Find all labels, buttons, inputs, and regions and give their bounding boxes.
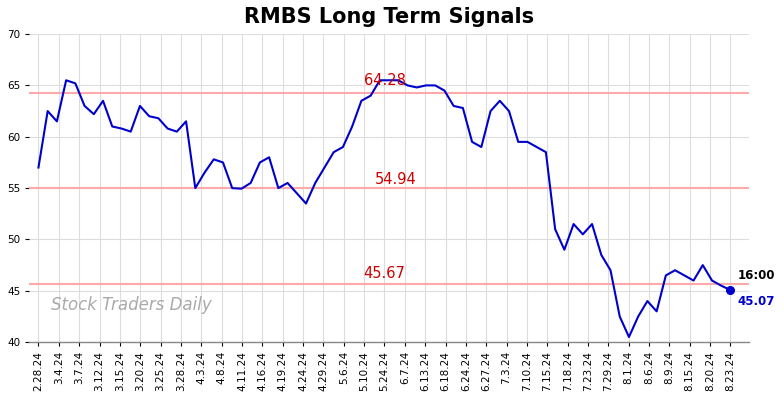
Text: 16:00: 16:00 [738,269,775,282]
Text: 64.28: 64.28 [364,73,405,88]
Title: RMBS Long Term Signals: RMBS Long Term Signals [244,7,534,27]
Text: Stock Traders Daily: Stock Traders Daily [51,297,212,314]
Text: 54.94: 54.94 [375,172,416,187]
Text: 45.67: 45.67 [364,266,405,281]
Text: 45.07: 45.07 [738,295,775,308]
